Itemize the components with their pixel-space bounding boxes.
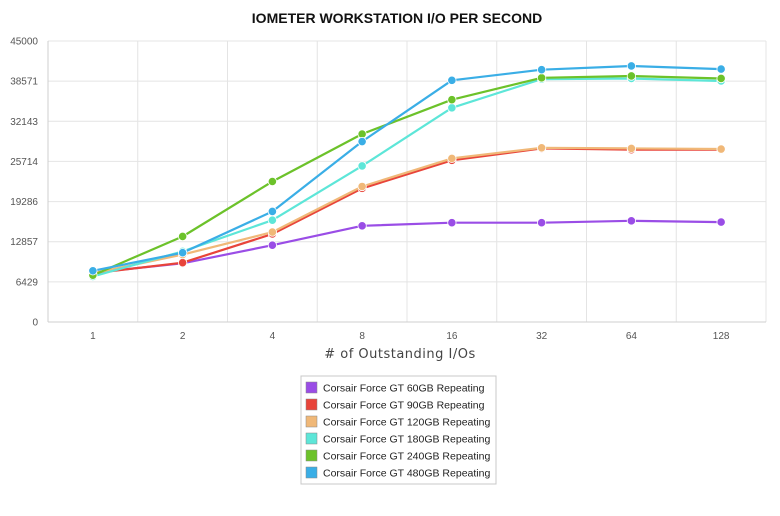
y-tick-label: 12857 (10, 237, 38, 248)
data-point (178, 231, 188, 242)
data-point (537, 65, 547, 75)
x-tick-label: 32 (536, 331, 548, 342)
data-point (716, 64, 726, 74)
data-point (626, 71, 636, 81)
legend-swatch (305, 381, 318, 394)
y-tick-label: 19286 (10, 197, 38, 208)
data-point (178, 248, 188, 258)
legend-swatch (305, 449, 318, 462)
y-axis-ticks: 0 6429 12857 19286 25714 32143 38571 45000 (10, 37, 38, 329)
data-point (716, 217, 726, 227)
series-5 (88, 71, 726, 280)
legend-swatch (305, 466, 318, 479)
x-tick-label: 4 (270, 331, 276, 342)
data-point (447, 95, 457, 105)
x-axis-ticks: 1 2 4 8 16 32 64 128 (90, 331, 730, 342)
data-point (267, 176, 277, 187)
data-point (716, 73, 726, 84)
series-6 (88, 61, 726, 276)
data-point (267, 240, 277, 250)
data-point (447, 153, 457, 163)
legend-swatch (305, 415, 318, 428)
legend-swatch (305, 398, 318, 411)
series-line (92, 219, 722, 274)
data-point (357, 136, 367, 147)
legend-item-label: Corsair Force GT 240GB Repeating (323, 451, 490, 463)
x-tick-label: 8 (359, 331, 365, 342)
series-lines (88, 61, 726, 282)
y-tick-label: 45000 (10, 37, 38, 48)
data-point (626, 216, 636, 226)
data-point (267, 227, 277, 237)
x-tick-label: 16 (446, 331, 458, 342)
data-point (447, 218, 457, 228)
x-tick-label: 64 (626, 331, 638, 342)
legend-item-label: Corsair Force GT 180GB Repeating (323, 434, 490, 446)
data-point (626, 143, 636, 154)
grid (47, 40, 767, 323)
x-tick-label: 2 (180, 331, 186, 342)
data-point (357, 161, 367, 171)
x-tick-label: 1 (90, 331, 96, 342)
y-tick-label: 32143 (10, 117, 38, 128)
legend-item-label: Corsair Force GT 120GB Repeating (323, 417, 490, 429)
data-point (178, 258, 188, 268)
legend-item-label: Corsair Force GT 90GB Repeating (323, 400, 485, 412)
data-point (626, 61, 636, 71)
data-point (357, 181, 367, 192)
data-point (716, 144, 726, 154)
legend-item-label: Corsair Force GT 60GB Repeating (323, 383, 485, 395)
data-point (447, 103, 457, 113)
y-tick-label: 38571 (10, 77, 38, 88)
series-line (92, 74, 722, 277)
series-line (92, 146, 722, 275)
y-tick-label: 0 (32, 318, 38, 329)
legend-box (300, 375, 497, 485)
data-point (357, 221, 367, 231)
chart-title: IOMETER WORKSTATION I/O PER SECOND (252, 10, 542, 26)
series-line (92, 147, 722, 275)
data-point (537, 143, 547, 153)
y-tick-label: 6429 (16, 277, 39, 288)
data-point (537, 73, 547, 83)
data-point (267, 206, 277, 217)
data-point (537, 218, 547, 228)
data-point (447, 75, 457, 85)
legend-swatch (305, 432, 318, 445)
data-point (88, 266, 98, 276)
legend: Corsair Force GT 60GB Repeating Corsair F… (300, 375, 497, 485)
data-point (267, 215, 277, 225)
x-tick-label: 128 (713, 331, 730, 342)
series-line (92, 64, 722, 272)
x-axis-label: # of Outstanding I/Os (324, 347, 476, 362)
y-tick-label: 25714 (10, 157, 38, 168)
legend-item-label: Corsair Force GT 480GB Repeating (323, 468, 490, 480)
